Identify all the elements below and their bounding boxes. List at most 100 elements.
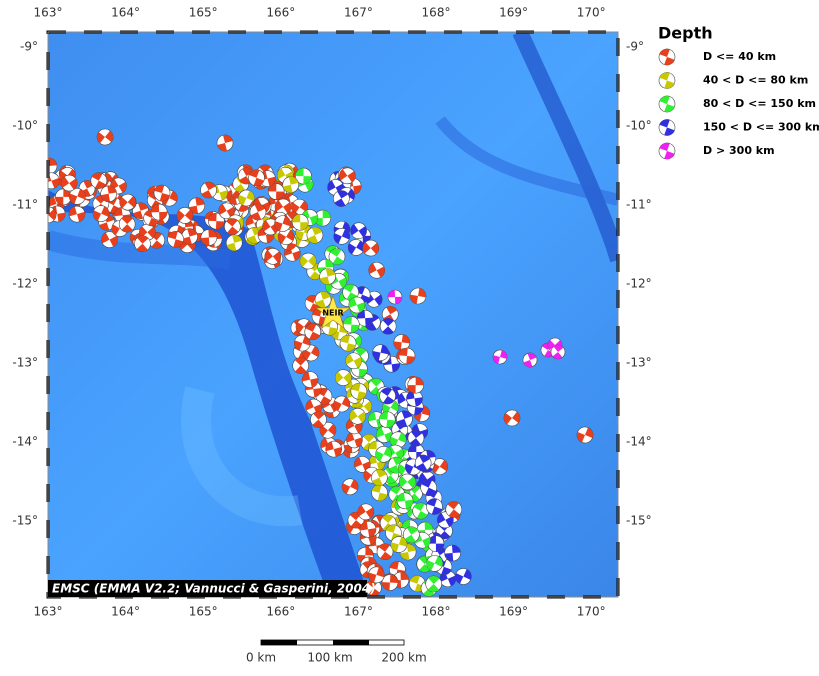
ball-wedge — [334, 190, 349, 207]
ball-wedge — [218, 203, 235, 218]
ball-wedge — [523, 353, 537, 367]
focal-mechanism — [188, 197, 206, 215]
focal-mechanism — [362, 239, 380, 257]
focal-mechanism — [368, 566, 385, 584]
ball-wedge — [274, 216, 291, 232]
ball-wedge — [409, 430, 423, 447]
ball-wedge — [333, 228, 350, 244]
ball-wedge — [426, 556, 443, 571]
ball-wedge — [345, 353, 362, 368]
focal-mechanism — [100, 185, 117, 203]
lat-label-right: -12° — [626, 277, 652, 291]
focal-mechanism — [371, 469, 388, 486]
ball-wedge — [351, 383, 367, 400]
ball-wedge — [376, 427, 393, 443]
focal-mechanism — [398, 347, 416, 365]
ball-wedge — [365, 314, 380, 331]
lat-label-right: -15° — [626, 514, 652, 528]
ball-wedge — [342, 479, 359, 494]
ball-wedge — [151, 204, 168, 221]
focal-mechanism — [274, 198, 292, 216]
focal-mechanism — [119, 193, 137, 211]
ball-wedge — [343, 284, 358, 301]
focal-mechanism — [357, 503, 375, 521]
ball-wedge — [349, 409, 366, 423]
lon-label-top: 166° — [266, 6, 295, 20]
focal-mechanism — [299, 252, 317, 270]
credit-box — [48, 580, 367, 597]
ball-wedge — [447, 501, 460, 518]
lat-label-left: -11° — [12, 198, 38, 212]
ball-wedge — [504, 411, 520, 425]
focal-mechanism — [658, 48, 676, 66]
ball-wedge — [249, 169, 264, 186]
ball-wedge — [93, 206, 110, 221]
focal-mechanism — [218, 202, 235, 220]
ball-wedge — [346, 418, 363, 433]
focal-mechanism — [407, 429, 425, 447]
ball-wedge — [357, 310, 374, 327]
scale-label: 200 km — [381, 651, 426, 665]
lon-label-bottom: 163° — [34, 605, 63, 619]
ball-wedge — [397, 492, 413, 509]
ball-wedge — [294, 357, 307, 374]
focal-mechanism — [306, 226, 324, 244]
ball-wedge — [292, 214, 309, 231]
lat-label-right: -9° — [626, 40, 644, 54]
ball-wedge — [110, 179, 127, 193]
ball-wedge — [346, 432, 363, 448]
focal-mechanism — [319, 421, 337, 439]
ball-wedge — [437, 512, 454, 527]
focal-mechanism — [304, 323, 322, 341]
ball-wedge — [275, 200, 292, 214]
ball-wedge — [393, 334, 410, 351]
lon-label-bottom: 170° — [577, 605, 606, 619]
ball-wedge — [296, 320, 312, 334]
lon-label-top: 169° — [499, 6, 528, 20]
scale-label: 0 km — [246, 651, 276, 665]
focal-mechanism — [118, 215, 136, 233]
focal-mechanism — [345, 352, 362, 370]
focal-mechanism — [153, 184, 171, 202]
focal-mechanism — [359, 521, 377, 538]
ball-wedge — [659, 96, 675, 112]
credit: EMSC (EMMA V2.2; Vannucci & Gasperini, 2… — [52, 582, 376, 596]
ball-wedge — [154, 185, 170, 202]
focal-mechanism — [409, 287, 427, 305]
focal-mechanism — [368, 261, 386, 279]
focal-mechanism — [350, 222, 367, 240]
ball-wedge — [426, 498, 442, 515]
map-area — [48, 32, 618, 597]
ball-wedge — [413, 405, 430, 422]
ball-wedge — [493, 350, 507, 364]
focal-mechanism — [224, 218, 241, 235]
ball-wedge — [305, 295, 321, 312]
lon-label-bottom: 164° — [111, 605, 140, 619]
ball-wedge — [300, 255, 317, 267]
focal-mechanism — [342, 283, 359, 301]
ball-wedge — [61, 176, 78, 190]
ball-wedge — [167, 231, 184, 248]
ball-wedge — [378, 543, 392, 560]
ball-wedge — [312, 308, 328, 325]
focal-mechanism — [314, 291, 332, 308]
ball-wedge — [390, 536, 407, 553]
ball-wedge — [208, 213, 225, 230]
ball-wedge — [427, 535, 444, 552]
lon-label-top: 164° — [111, 6, 140, 20]
ball-wedge — [388, 290, 402, 304]
lon-label-bottom: 167° — [344, 605, 373, 619]
ball-wedge — [431, 460, 448, 474]
focal-mechanism — [349, 408, 366, 425]
focal-mechanism — [398, 473, 416, 491]
ball-wedge — [368, 263, 385, 278]
ball-wedge — [101, 232, 118, 247]
focal-mechanism — [176, 207, 194, 224]
ball-wedge — [399, 476, 416, 488]
ball-wedge — [262, 220, 279, 234]
focal-mechanism — [305, 398, 323, 416]
lon-label-top: 170° — [577, 6, 606, 20]
ball-wedge — [396, 410, 412, 427]
station-label: NEIR — [322, 309, 343, 318]
focal-mechanism — [350, 382, 368, 400]
